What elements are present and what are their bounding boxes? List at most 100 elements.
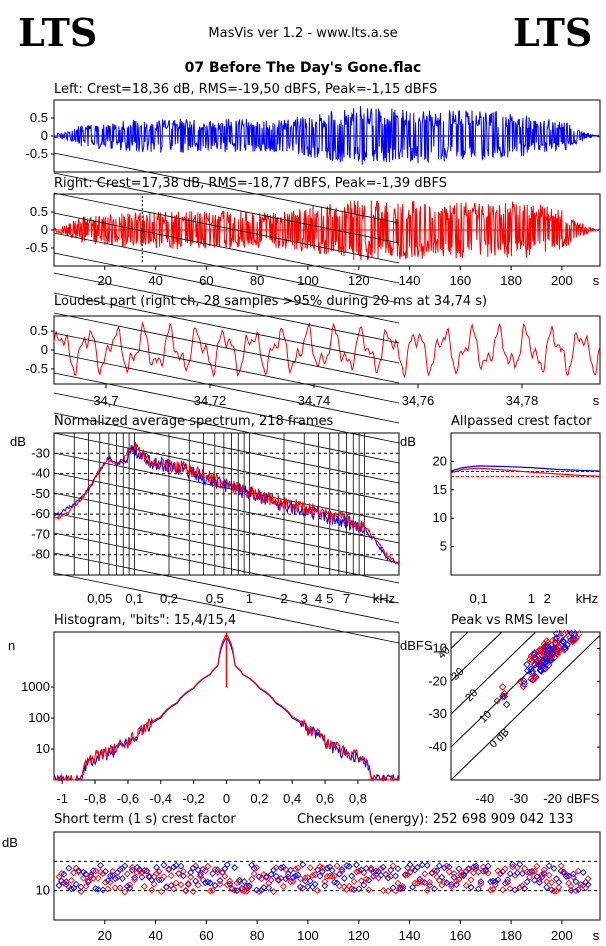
shortcrest-point [101, 878, 109, 886]
shortcrest-point [150, 880, 158, 888]
shortcrest-point [65, 864, 73, 872]
shortcrest-point [465, 866, 473, 873]
histogram-xtick-label: 0,6 [316, 791, 334, 806]
shortcrest-point [377, 865, 385, 873]
shortcrest-point [331, 872, 339, 880]
shortcrest-point [467, 876, 475, 884]
shortcrest-point [428, 869, 436, 876]
shortcrest-point [426, 878, 434, 886]
peakrms-point [568, 614, 576, 623]
time-tick-label: 80 [250, 273, 264, 288]
shortcrest-point [179, 872, 187, 880]
shortcrest-point [194, 866, 202, 874]
shortcrest-point [355, 885, 363, 893]
shortcrest-point [321, 882, 329, 890]
shortcrest-point [540, 866, 548, 874]
shortcrest-point [82, 870, 90, 878]
shortcrest-point [367, 864, 375, 872]
spectrum-slope-line [53, 512, 400, 584]
shortcrest-point [574, 867, 582, 875]
right-waveform-trace [53, 200, 600, 261]
logo-right: LTS [513, 10, 593, 55]
shortcrest-point [506, 885, 514, 893]
shortcrest-point [489, 885, 497, 893]
peakrms-ytick: -10 [428, 640, 447, 655]
peakrms-point [556, 624, 564, 632]
shortcrest-point [550, 864, 558, 872]
shortcrest-point [187, 873, 195, 881]
shortcrest-point [248, 875, 256, 883]
peakrms-point [541, 665, 549, 673]
shortcrest-point [245, 882, 253, 890]
shortcrest-point [335, 882, 343, 890]
spectrum-xtick-label: 0,5 [206, 591, 224, 606]
short-crest-title: Short term (1 s) crest factor [54, 812, 236, 827]
shortcrest-point [296, 875, 304, 883]
shortcrest-point [445, 868, 453, 876]
shortcrest-point [557, 862, 565, 870]
spectrum-xtick-label: 2 [280, 591, 287, 606]
shortcrest-point [121, 888, 129, 896]
shortcrest-point [84, 876, 92, 884]
shortcrest-point [292, 872, 300, 880]
shortcrest-point [384, 887, 392, 895]
peakrms-point [574, 619, 583, 628]
peakrms-point [573, 622, 582, 630]
shortcrest-point [543, 878, 551, 886]
shortcrest-point [523, 878, 531, 886]
spectrum-xtick-label: 0,2 [160, 591, 178, 606]
spectrum-ytick: -80 [31, 547, 50, 562]
shortcrest-point [384, 874, 392, 882]
peakrms-point [584, 606, 590, 612]
peakrms-point [566, 616, 575, 624]
peakrms-point [541, 649, 549, 657]
shortcrest-point [84, 878, 92, 886]
shortcrest-point [99, 870, 107, 878]
shortcrest-point [318, 868, 326, 875]
shortcrest-point [255, 888, 263, 895]
shortcrest-point [294, 864, 302, 872]
spectrum-slope-line [53, 152, 400, 224]
shortcrest-point [199, 865, 207, 873]
shortcrest-point [548, 879, 556, 886]
peakrms-ytick: -40 [428, 739, 447, 754]
histogram-ytick: 100 [28, 710, 50, 725]
spectrum-slope-line [53, 332, 400, 404]
shortcrest-point [155, 868, 163, 876]
shortcrest-point [216, 877, 224, 885]
peakrms-point [576, 606, 579, 614]
shortcrest-point [450, 870, 458, 878]
spectrum-slope-line [53, 312, 400, 384]
spectrum-slope-line [53, 572, 400, 644]
time-tick-label: 140 [399, 273, 421, 288]
shortcrest-point [138, 868, 146, 876]
shortcrest-point [531, 867, 538, 875]
shortcrest-xtick-label: 60 [199, 928, 213, 943]
peakrms-point [584, 619, 591, 627]
peakrms-point [582, 623, 591, 632]
shortcrest-point [333, 862, 341, 870]
shortcrest-ylabel: dB [2, 835, 18, 850]
histogram-xtick-label: -0,2 [182, 791, 204, 806]
shortcrest-point [209, 870, 217, 878]
shortcrest-point [328, 866, 336, 874]
peakrms-point [576, 620, 584, 628]
shortcrest-point [521, 865, 529, 872]
peakrms-point [540, 640, 549, 648]
allpass-xtick-label: 0,1 [470, 591, 488, 606]
loudest-ytick: 0.5 [30, 323, 48, 338]
shortcrest-point [275, 877, 282, 885]
shortcrest-point [272, 864, 280, 872]
shortcrest-point [348, 885, 356, 893]
shortcrest-point [299, 861, 307, 868]
shortcrest-point [265, 884, 273, 892]
shortcrest-point [162, 883, 170, 891]
peakrms-point [585, 615, 588, 623]
shortcrest-point [70, 884, 78, 892]
allpass-xtick-label: 2 [544, 591, 551, 606]
shortcrest-point [323, 864, 331, 872]
shortcrest-point [423, 861, 431, 869]
loudest-xtick-label: 34,78 [506, 393, 539, 408]
shortcrest-point [257, 875, 265, 883]
shortcrest-xtick-label: 40 [148, 928, 162, 943]
